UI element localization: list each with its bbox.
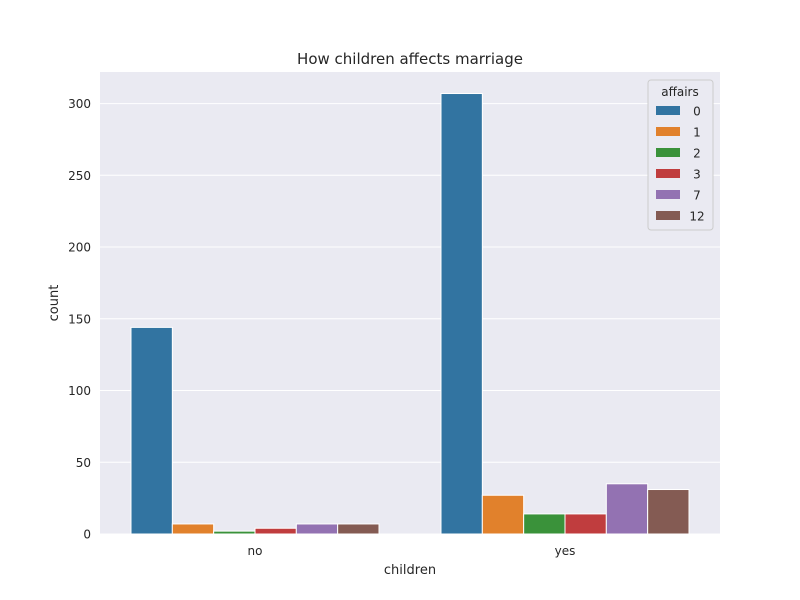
x-tick-label: no xyxy=(248,544,263,558)
legend-entry-label: 2 xyxy=(693,147,701,161)
bar-no-affairs-0 xyxy=(130,326,173,535)
chart-title: How children affects marriage xyxy=(297,50,523,68)
x-tick-label: yes xyxy=(555,544,576,558)
gridlines xyxy=(100,103,720,535)
legend-entry-label: 7 xyxy=(693,189,701,203)
legend-entry-label: 0 xyxy=(693,105,701,119)
bar-no-affairs-1 xyxy=(171,523,215,535)
bar-yes-affairs-0 xyxy=(440,93,483,535)
bar-no-affairs-3 xyxy=(254,527,297,535)
bar-yes-affairs-2 xyxy=(523,513,566,535)
y-tick-label: 0 xyxy=(83,528,91,542)
y-tick-label: 50 xyxy=(76,456,91,470)
legend-title: affairs xyxy=(661,85,699,99)
bar-no-affairs-7 xyxy=(295,523,339,535)
y-axis-label: count xyxy=(47,285,62,322)
legend-swatch xyxy=(656,148,680,157)
legend-swatch xyxy=(656,127,680,136)
bar-yes-affairs-12 xyxy=(647,489,690,535)
y-tick-label: 250 xyxy=(68,169,91,183)
plot-area xyxy=(100,72,720,534)
legend-entry-label: 1 xyxy=(693,126,701,140)
legend-swatch xyxy=(656,169,680,178)
legend-entry-label: 3 xyxy=(693,168,701,182)
y-axis-ticks: 0 50 100 150 200 250 300 xyxy=(68,97,91,541)
y-tick-label: 200 xyxy=(68,241,91,255)
x-axis-label: children xyxy=(384,563,436,578)
y-tick-label: 300 xyxy=(68,97,91,111)
y-tick-label: 100 xyxy=(68,384,91,398)
bar-yes-affairs-3 xyxy=(564,513,607,535)
y-tick-label: 150 xyxy=(68,312,91,326)
bar-no-affairs-2 xyxy=(213,530,256,535)
bars xyxy=(130,93,690,535)
bar-yes-affairs-7 xyxy=(605,483,649,535)
bar-yes-affairs-1 xyxy=(481,494,525,535)
legend-swatch xyxy=(656,211,680,220)
bar-no-affairs-12 xyxy=(337,523,380,535)
legend-swatch xyxy=(656,106,680,115)
legend-entry-label: 12 xyxy=(689,210,704,224)
legend-swatch xyxy=(656,190,680,199)
x-axis-ticks: no yes xyxy=(248,544,576,558)
